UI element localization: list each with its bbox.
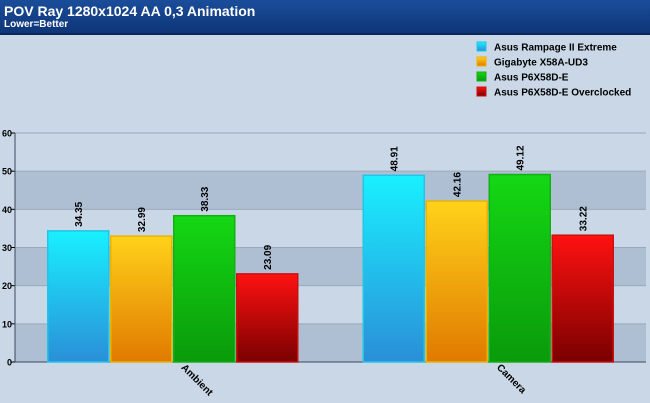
legend-label: Asus P6X58D-E Overclocked [494,88,631,99]
legend-label: Gigabyte X58A-UD3 [494,58,588,69]
y-tick-label: 10 [2,319,12,329]
category-label: Camera [494,362,528,396]
y-tick-label: 0 [7,358,12,368]
data-label: 32.99 [137,207,148,232]
plot-band [15,247,646,286]
y-tick-label: 40 [2,205,12,215]
bar [110,235,173,363]
bar [425,200,488,363]
legend-swatch [476,71,487,82]
y-tick-label: 30 [2,243,12,253]
y-tick-label: 50 [2,167,12,177]
plot-band [15,133,646,172]
legend-swatch [476,41,487,52]
data-label: 34.35 [74,201,85,226]
plot-band [15,285,646,324]
y-tick-label: 20 [2,281,12,291]
chart-subtitle: Lower=Better [4,19,69,30]
y-tick-label: 60 [2,129,12,139]
chart-header: POV Ray 1280x1024 AA 0,3 Animation Lower… [0,0,650,35]
plot-band [15,171,646,210]
plot-band [15,209,646,248]
legend-label: Asus Rampage II Extreme [494,43,617,54]
legend-swatch [476,86,487,97]
bar [488,173,551,363]
legend-label: Asus P6X58D-E [494,73,569,84]
data-label: 48.91 [390,146,401,171]
bar [47,230,110,363]
data-label: 49.12 [516,145,527,170]
bar [362,174,425,363]
bar [236,273,299,363]
data-label: 33.22 [579,206,590,231]
data-label: 42.16 [453,172,464,197]
data-label: 23.09 [263,244,274,269]
chart-title: POV Ray 1280x1024 AA 0,3 Animation [4,3,256,19]
legend-swatch [476,56,487,67]
category-label: Ambient [179,362,216,399]
data-label: 38.33 [200,186,211,211]
plot-band [15,323,646,362]
bar [173,214,236,363]
bar [551,234,614,363]
